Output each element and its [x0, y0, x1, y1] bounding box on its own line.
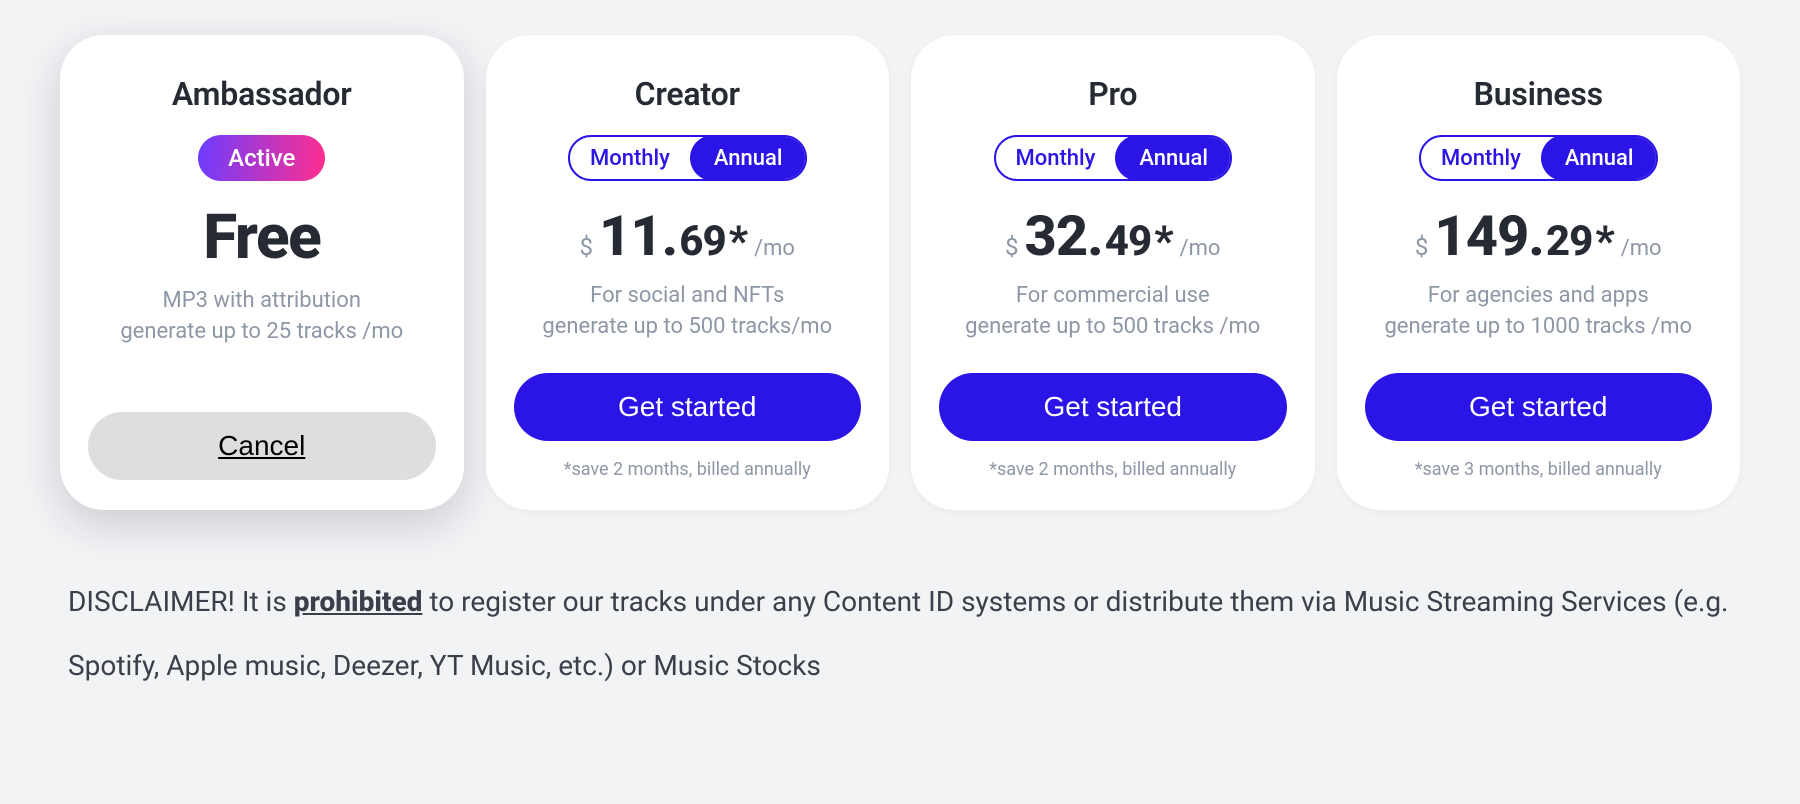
toggle-monthly[interactable]: Monthly [996, 137, 1116, 179]
plan-description: For social and NFTs generate up to 500 t… [542, 281, 832, 343]
pricing-section: Ambassador Active Free MP3 with attribut… [0, 0, 1800, 698]
plan-price: $ 32.49* /mo [1005, 203, 1220, 269]
disclaimer-text: DISCLAIMER! It is prohibited to register… [68, 570, 1732, 699]
price-sub: 69 [679, 217, 725, 266]
plan-title: Creator [635, 75, 740, 113]
plan-card-ambassador: Ambassador Active Free MP3 with attribut… [60, 35, 464, 510]
plan-card-creator: Creator Monthly Annual $ 11.69* /mo For … [486, 35, 890, 510]
get-started-button[interactable]: Get started [514, 373, 862, 441]
plan-footnote: *save 3 months, billed annually [1415, 459, 1662, 480]
plan-footnote: *save 2 months, billed annually [989, 459, 1236, 480]
currency-symbol: $ [1415, 233, 1429, 261]
plan-price: $ 149.29* /mo [1415, 203, 1662, 269]
plan-title: Pro [1088, 75, 1137, 113]
plan-price: Free [203, 201, 320, 274]
price-main: 32. [1025, 203, 1103, 269]
billing-toggle[interactable]: Monthly Annual [1419, 135, 1658, 181]
disclaimer-pre: DISCLAIMER! It is [68, 585, 294, 618]
plan-description: For commercial use generate up to 500 tr… [965, 281, 1260, 343]
plan-card-business: Business Monthly Annual $ 149.29* /mo Fo… [1337, 35, 1741, 510]
active-badge: Active [198, 135, 325, 181]
toggle-annual[interactable]: Annual [1115, 135, 1232, 181]
price-sub: 49 [1105, 217, 1151, 266]
price-star: * [729, 217, 748, 266]
disclaimer-prohibited: prohibited [294, 585, 423, 618]
plan-title: Ambassador [172, 75, 352, 113]
plan-title: Business [1474, 75, 1603, 113]
get-started-button[interactable]: Get started [939, 373, 1287, 441]
get-started-button[interactable]: Get started [1365, 373, 1713, 441]
price-period: /mo [754, 236, 795, 261]
price-star: * [1154, 217, 1173, 266]
toggle-annual[interactable]: Annual [1541, 135, 1658, 181]
currency-symbol: $ [1005, 233, 1019, 261]
pricing-cards-row: Ambassador Active Free MP3 with attribut… [60, 0, 1740, 510]
price-sub: 29 [1546, 217, 1592, 266]
plan-price: $ 11.69* /mo [580, 203, 795, 269]
currency-symbol: $ [580, 233, 594, 261]
plan-description: For agencies and apps generate up to 100… [1384, 281, 1692, 343]
toggle-monthly[interactable]: Monthly [1421, 137, 1541, 179]
price-star: * [1595, 217, 1614, 266]
plan-footnote: *save 2 months, billed annually [564, 459, 811, 480]
toggle-annual[interactable]: Annual [690, 135, 807, 181]
toggle-monthly[interactable]: Monthly [570, 137, 690, 179]
plan-card-pro: Pro Monthly Annual $ 32.49* /mo For comm… [911, 35, 1315, 510]
billing-toggle[interactable]: Monthly Annual [994, 135, 1233, 181]
plan-description: MP3 with attribution generate up to 25 t… [120, 286, 403, 348]
billing-toggle[interactable]: Monthly Annual [568, 135, 807, 181]
price-period: /mo [1180, 236, 1221, 261]
cancel-button[interactable]: Cancel [88, 412, 436, 480]
price-main: 11. [599, 203, 677, 269]
price-period: /mo [1621, 236, 1662, 261]
price-main: 149. [1434, 203, 1543, 269]
